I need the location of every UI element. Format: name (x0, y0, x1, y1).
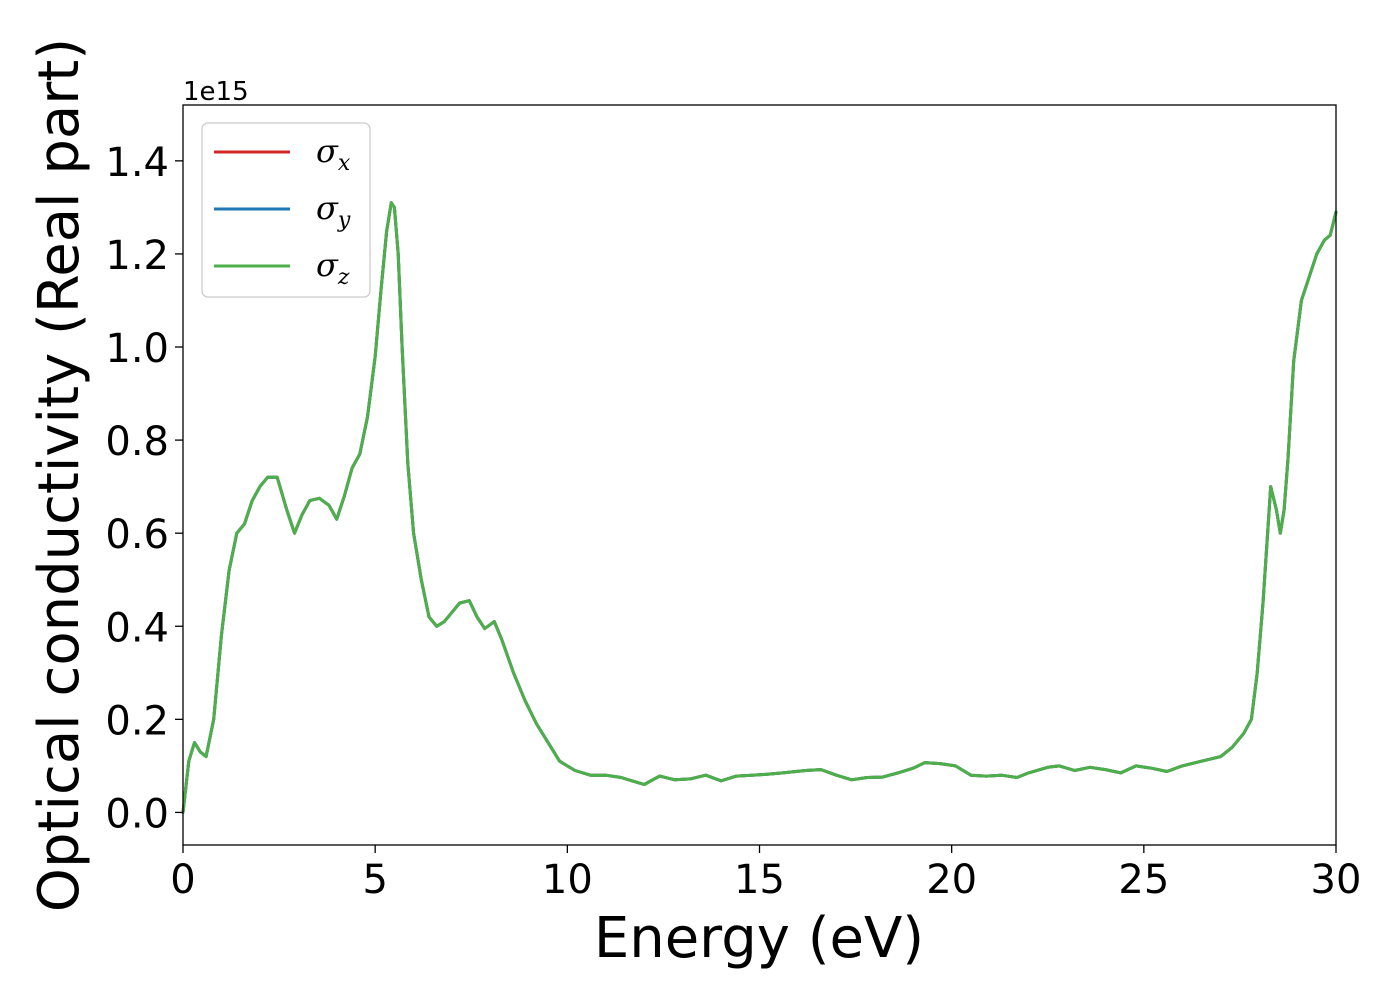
legend-label-x: σx (316, 132, 351, 176)
y-tick-label: 0.2 (105, 698, 169, 744)
x-tick-label: 5 (362, 857, 387, 903)
x-tick-label: 15 (734, 857, 785, 903)
legend: σx σy σz (201, 122, 371, 298)
x-tick-label: 10 (542, 857, 593, 903)
y-offset-label: 1e15 (183, 77, 249, 107)
legend-label-y: σy (316, 189, 351, 233)
plot-lines (181, 201, 1338, 814)
x-tick-label: 30 (1311, 857, 1362, 903)
y-tick-label: 0.4 (105, 605, 169, 651)
x-axis-ticks: 0 5 10 15 20 25 30 (170, 845, 1361, 903)
x-tick-label: 20 (926, 857, 977, 903)
y-tick-label: 0.8 (105, 419, 169, 465)
x-tick-label: 25 (1118, 857, 1169, 903)
y-tick-label: 1.4 (105, 140, 169, 186)
y-tick-label: 1.0 (105, 326, 169, 372)
y-tick-label: 0.6 (105, 512, 169, 558)
y-tick-label: 1.2 (105, 233, 169, 279)
y-axis-ticks: 0.0 0.2 0.4 0.6 0.8 1.0 1.2 1.4 (105, 140, 183, 837)
y-tick-label: 0.0 (105, 791, 169, 837)
x-axis-title: Energy (eV) (594, 906, 924, 971)
x-tick-label: 0 (170, 857, 195, 903)
legend-label-z: σz (316, 246, 350, 290)
y-axis-title: Optical conductivity (Real part) (27, 38, 92, 912)
series-line-z (181, 201, 1338, 814)
